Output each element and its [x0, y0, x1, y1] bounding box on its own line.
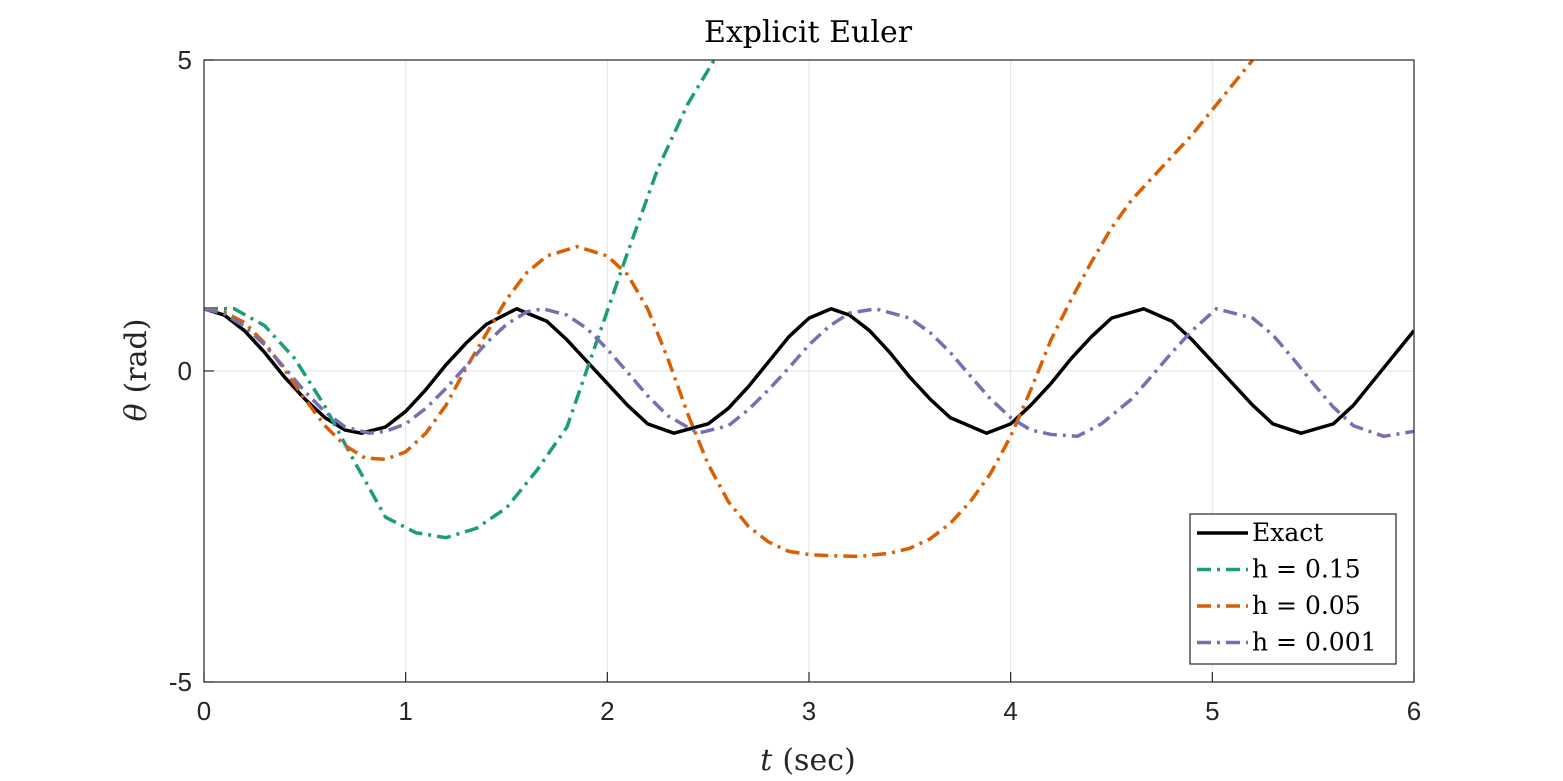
y-tick-label: 5	[178, 45, 192, 75]
x-tick-label: 2	[600, 696, 614, 726]
x-tick-label: 1	[398, 696, 412, 726]
x-axis-label-var: t	[760, 743, 773, 778]
series-group	[204, 60, 1414, 559]
series-line-3	[204, 307, 1414, 439]
legend-entry: h = 0.15	[1197, 555, 1361, 584]
x-tick-label: 6	[1407, 696, 1421, 726]
y-tick-label: -5	[169, 667, 192, 697]
tick-group: 0 1 2 3 4 5 6-505	[169, 45, 1421, 726]
y-axis-label-unit: (rad)	[119, 319, 154, 394]
y-axis-label: θ (rad)	[119, 319, 154, 422]
series-line-2	[204, 60, 1255, 559]
x-tick-label: 3	[802, 696, 816, 726]
chart-title: Explicit Euler	[704, 15, 913, 50]
x-tick-label: 0	[197, 696, 211, 726]
legend-label: h = 0.001	[1252, 628, 1377, 657]
legend-label: Exact	[1252, 518, 1323, 547]
series-line-1	[204, 60, 716, 540]
legend-label: h = 0.05	[1252, 591, 1361, 620]
x-axis-label-unit: (sec)	[782, 743, 855, 778]
x-axis-label: t (sec)	[760, 743, 855, 778]
legend-label: h = 0.15	[1252, 555, 1361, 584]
x-tick-label: 4	[1003, 696, 1017, 726]
x-tick-label: 5	[1205, 696, 1219, 726]
y-tick-label: 0	[178, 356, 192, 386]
legend: Exact h = 0.15 h = 0.05 h = 0.001	[1189, 513, 1397, 665]
series-line-0	[204, 307, 1414, 435]
legend-entry: h = 0.05	[1197, 591, 1361, 620]
y-axis-label-var: θ	[119, 403, 154, 421]
legend-entry: h = 0.001	[1197, 628, 1377, 657]
legend-entry: Exact	[1197, 518, 1323, 547]
legend-box	[1189, 513, 1397, 665]
